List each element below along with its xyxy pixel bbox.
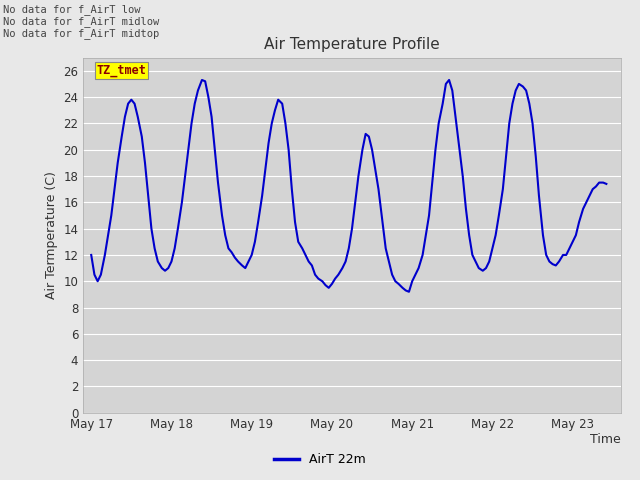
- X-axis label: Time: Time: [590, 433, 621, 446]
- Title: Air Temperature Profile: Air Temperature Profile: [264, 37, 440, 52]
- Y-axis label: Air Termperature (C): Air Termperature (C): [45, 171, 58, 299]
- Text: No data for f_AirT midtop: No data for f_AirT midtop: [3, 28, 159, 39]
- Text: No data for f_AirT midlow: No data for f_AirT midlow: [3, 16, 159, 27]
- Text: TZ_tmet: TZ_tmet: [97, 64, 147, 77]
- Text: No data for f_AirT low: No data for f_AirT low: [3, 4, 141, 15]
- Legend: AirT 22m: AirT 22m: [269, 448, 371, 471]
